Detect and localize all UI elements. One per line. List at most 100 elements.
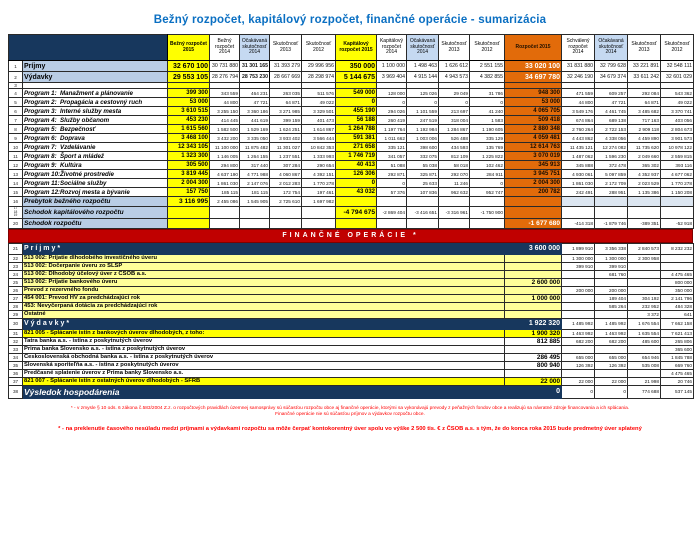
table-cell: 2 141 796 bbox=[660, 293, 694, 303]
row-label: Schodok rozpočtu bbox=[22, 217, 168, 229]
table-cell: 2 300 958 bbox=[627, 253, 661, 263]
table-cell: 0 bbox=[406, 97, 439, 107]
table-cell: 8 232 232 bbox=[660, 242, 694, 255]
row-number: 12 bbox=[8, 160, 23, 170]
table-cell: 335 121 bbox=[376, 142, 407, 152]
table-cell bbox=[209, 217, 240, 229]
table-cell bbox=[627, 206, 661, 219]
table-cell bbox=[504, 196, 562, 207]
table-cell: 1 485 992 bbox=[561, 317, 595, 330]
table-cell: 343 559 bbox=[209, 88, 240, 98]
table-cell: -52 918 bbox=[660, 217, 694, 229]
table-cell: 107 836 bbox=[406, 187, 439, 197]
table-cell: 32 799 628 bbox=[594, 60, 628, 72]
table-cell: 398 600 bbox=[406, 142, 439, 152]
table-cell: 172 754 bbox=[269, 187, 302, 197]
table-cell: 4 443 862 bbox=[561, 133, 595, 143]
table-cell: 263 035 bbox=[269, 88, 302, 98]
table-cell: 1 463 992 bbox=[594, 328, 628, 338]
table-cell: 800 000 bbox=[660, 277, 694, 287]
table-cell: 11 875 482 bbox=[239, 142, 270, 152]
table-cell bbox=[504, 309, 562, 319]
table-cell: 4 461 745 bbox=[594, 106, 628, 116]
table-cell: -3 316 961 bbox=[438, 206, 470, 219]
table-cell bbox=[504, 261, 562, 271]
row-number: 16 bbox=[8, 196, 23, 207]
row-number: 33 bbox=[8, 344, 23, 354]
table-cell: 1 922 320 bbox=[504, 317, 562, 330]
table-cell bbox=[594, 196, 628, 207]
table-cell: 200 782 bbox=[504, 187, 562, 197]
table-cell bbox=[504, 269, 562, 279]
table-cell bbox=[627, 269, 661, 279]
table-row: 31 821 005 - Splácanie istín z bankových … bbox=[8, 328, 694, 338]
table-cell: 3 819 445 bbox=[167, 169, 210, 179]
table-row: 12 Program 9: Kultúra 305 500 294 800 317 440… bbox=[8, 160, 694, 170]
row-number: 30 bbox=[8, 317, 23, 330]
table-cell: 304 192 bbox=[627, 293, 661, 303]
row-number: 10 bbox=[8, 142, 23, 152]
table-cell bbox=[504, 301, 562, 311]
row-number: 34 bbox=[8, 352, 23, 362]
table-cell: 414 445 bbox=[209, 115, 240, 125]
table-cell: 1 146 005 bbox=[209, 151, 240, 161]
table-cell: 58 018 bbox=[438, 160, 470, 170]
table-cell: 53 000 bbox=[504, 97, 562, 107]
table-cell bbox=[627, 277, 661, 287]
table-cell: 689 138 bbox=[594, 115, 628, 125]
table-cell: 34 679 374 bbox=[594, 71, 628, 83]
table-cell: 4 637 190 bbox=[209, 169, 240, 179]
table-cell: 3 360 186 bbox=[239, 106, 270, 116]
row-label: Program 10:Životné prostredie bbox=[22, 169, 168, 179]
table-cell: 441 619 bbox=[239, 115, 270, 125]
table-cell: 0 bbox=[335, 97, 377, 107]
table-cell: 189 404 bbox=[594, 293, 628, 303]
table-cell: 4 065 705 bbox=[504, 106, 562, 116]
table-cell: -414 318 bbox=[561, 217, 595, 229]
table-cell: 128 000 bbox=[376, 88, 407, 98]
table-cell bbox=[269, 217, 302, 229]
table-cell bbox=[469, 217, 505, 229]
table-cell bbox=[504, 368, 562, 378]
row-number: 21 bbox=[8, 242, 23, 255]
table-cell: 29 049 bbox=[438, 88, 470, 98]
table-cell: 44 800 bbox=[209, 97, 240, 107]
column-header: Očakávaná skutočnosť 2014 bbox=[239, 34, 270, 61]
row-number: 4 bbox=[8, 88, 23, 98]
table-cell: 1 596 230 bbox=[594, 151, 628, 161]
table-cell: 372 478 bbox=[594, 160, 628, 170]
table-cell: 2 049 660 bbox=[627, 151, 661, 161]
table-cell: -4 794 675 bbox=[335, 206, 377, 219]
table-cell: 135 769 bbox=[469, 142, 505, 152]
table-cell: 11 435 121 bbox=[561, 142, 595, 152]
table-cell: -2 869 404 bbox=[376, 206, 407, 219]
table-cell: 1 463 992 bbox=[561, 328, 595, 338]
table-cell: 197 461 bbox=[301, 187, 336, 197]
table-cell: 812 885 bbox=[504, 336, 562, 346]
table-cell: 1 676 554 bbox=[627, 317, 661, 330]
table-row: 17 18 19 Schodok kapitálového rozpočtu -4 … bbox=[8, 206, 694, 219]
table-cell bbox=[627, 285, 661, 295]
table-cell: 399 910 bbox=[561, 261, 595, 271]
table-row: 25 513 002: Prijatie bankového úveru 2 600… bbox=[8, 277, 694, 287]
table-row: 20 Schodok rozpočtu -1 677 680 -414 318 -1 8… bbox=[8, 217, 694, 229]
row-number: 23 bbox=[8, 261, 23, 271]
table-cell: 812 109 bbox=[438, 151, 470, 161]
table-cell bbox=[335, 196, 377, 207]
table-cell: 3 372 bbox=[627, 309, 661, 319]
table-cell bbox=[594, 206, 628, 219]
row-label: Program 8: Šport a mládež bbox=[22, 151, 168, 161]
table-cell: 247 519 bbox=[406, 115, 439, 125]
table-cell: 7 662 158 bbox=[660, 317, 694, 330]
table-cell: 2 455 086 bbox=[209, 196, 240, 207]
table-cell: 1 770 278 bbox=[301, 178, 336, 188]
table-cell: 952 747 bbox=[469, 187, 505, 197]
table-cell: 4 392 151 bbox=[301, 169, 336, 179]
column-header: Bežný rozpočet 2015 bbox=[167, 34, 210, 61]
table-cell bbox=[209, 206, 240, 219]
table-cell: 28 667 669 bbox=[269, 71, 302, 83]
table-cell bbox=[376, 196, 407, 207]
table-cell: 47 721 bbox=[594, 97, 628, 107]
row-number: 2 bbox=[8, 71, 23, 83]
table-cell: 56 188 bbox=[335, 115, 377, 125]
